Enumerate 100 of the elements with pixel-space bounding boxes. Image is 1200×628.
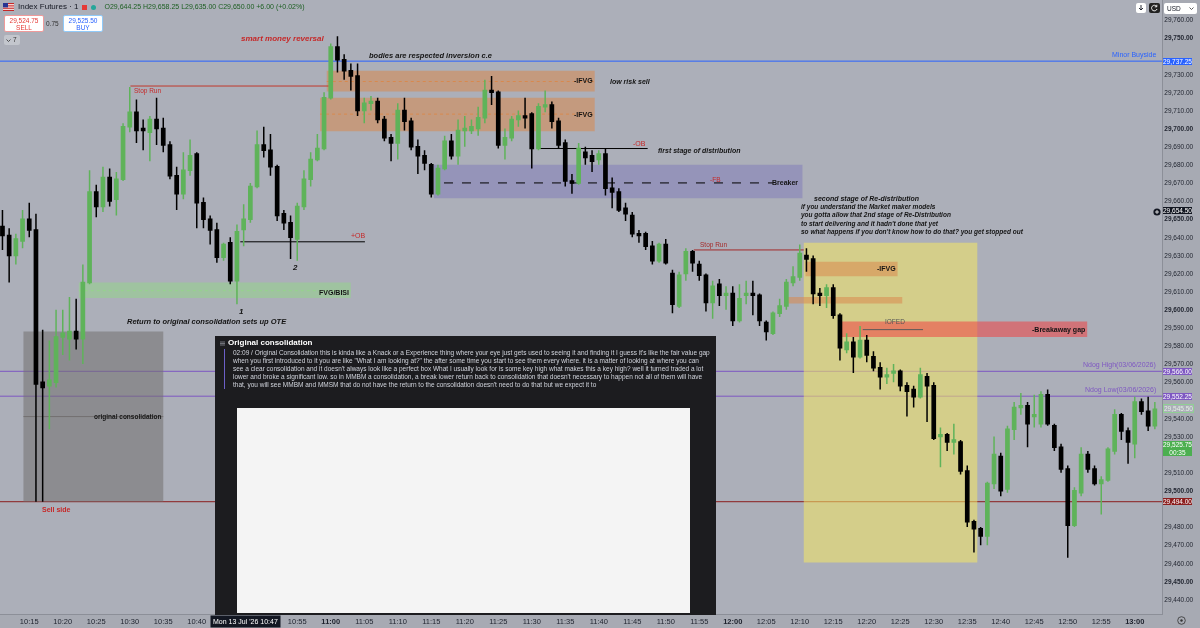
candlestick bbox=[107, 167, 112, 208]
candlestick bbox=[40, 328, 45, 503]
candlestick bbox=[489, 75, 494, 106]
candlestick bbox=[636, 229, 642, 244]
candlestick bbox=[1085, 450, 1091, 474]
candlestick bbox=[221, 241, 226, 262]
candlestick bbox=[683, 247, 689, 282]
annotation: 1 bbox=[239, 307, 244, 316]
candlestick bbox=[958, 439, 963, 476]
candlestick bbox=[629, 211, 635, 239]
candlestick bbox=[127, 86, 133, 133]
candlestick bbox=[998, 452, 1004, 498]
candlestick bbox=[408, 116, 414, 152]
candlestick bbox=[985, 481, 990, 546]
candlestick bbox=[830, 283, 836, 320]
candlestick bbox=[536, 102, 541, 152]
candlestick bbox=[904, 381, 910, 418]
candlestick bbox=[1078, 446, 1084, 498]
candlestick bbox=[1132, 395, 1138, 459]
candlestick bbox=[1145, 395, 1151, 432]
candlestick bbox=[596, 149, 602, 166]
candlestick bbox=[428, 162, 434, 199]
candlestick bbox=[328, 42, 334, 101]
candlestick bbox=[696, 260, 702, 282]
candlestick bbox=[207, 214, 213, 246]
candlestick bbox=[254, 129, 260, 190]
candlestick bbox=[1052, 423, 1057, 452]
candlestick bbox=[214, 222, 220, 264]
candlestick bbox=[757, 292, 762, 327]
candlestick bbox=[368, 95, 374, 112]
candlestick bbox=[382, 115, 387, 143]
candlestick bbox=[810, 254, 816, 306]
candlestick bbox=[13, 232, 19, 266]
candlestick bbox=[918, 366, 923, 400]
candlestick bbox=[991, 435, 997, 490]
candlestick bbox=[1011, 401, 1017, 441]
candlestick bbox=[388, 133, 394, 162]
candlestick bbox=[0, 209, 5, 251]
candlestick bbox=[623, 202, 628, 222]
candlestick bbox=[442, 135, 447, 171]
candlestick bbox=[1025, 401, 1030, 449]
candlestick bbox=[402, 97, 407, 132]
candlestick bbox=[1112, 408, 1117, 456]
candlestick bbox=[1045, 388, 1050, 427]
candlestick bbox=[301, 169, 307, 211]
candlestick bbox=[80, 263, 86, 365]
candlestick bbox=[857, 325, 863, 360]
candlestick bbox=[784, 278, 789, 311]
candlestick bbox=[47, 339, 52, 431]
candlestick bbox=[6, 227, 12, 284]
candlestick bbox=[710, 279, 715, 320]
candlestick bbox=[750, 279, 756, 316]
candlestick bbox=[509, 115, 514, 143]
candlestick bbox=[261, 126, 267, 159]
candlestick bbox=[877, 361, 883, 391]
candlestick bbox=[824, 283, 829, 309]
candlestick bbox=[730, 285, 736, 327]
candlestick bbox=[717, 278, 722, 307]
candlestick bbox=[871, 350, 876, 373]
candlestick bbox=[549, 100, 555, 130]
candlestick bbox=[462, 115, 468, 148]
candlestick bbox=[1031, 394, 1037, 429]
candlestick bbox=[274, 164, 280, 222]
candlestick bbox=[576, 142, 581, 186]
candlestick bbox=[663, 238, 669, 266]
candlestick bbox=[1092, 464, 1097, 487]
candlestick bbox=[1018, 392, 1024, 416]
candlestick bbox=[181, 151, 186, 200]
candlestick bbox=[234, 223, 240, 306]
candlestick bbox=[26, 202, 32, 239]
candlestick bbox=[495, 89, 501, 150]
candlestick bbox=[911, 385, 916, 409]
candlestick bbox=[87, 169, 92, 286]
candlestick bbox=[67, 296, 72, 362]
annotation: Original consolidation bbox=[228, 338, 313, 348]
candlestick bbox=[790, 265, 796, 287]
candlestick bbox=[348, 62, 354, 92]
candlestick bbox=[268, 133, 273, 177]
candlestick bbox=[1072, 486, 1077, 528]
candlestick bbox=[897, 368, 903, 392]
candlestick bbox=[650, 240, 655, 266]
candlestick bbox=[951, 423, 957, 456]
candlestick bbox=[1125, 426, 1131, 465]
candlestick bbox=[616, 187, 622, 213]
candlestick bbox=[516, 109, 521, 128]
candlestick bbox=[355, 62, 360, 117]
chart-title: Index Futures · 1 bbox=[18, 2, 79, 12]
candlestick bbox=[241, 203, 246, 248]
candlestick bbox=[93, 183, 99, 219]
candlestick bbox=[1098, 475, 1104, 516]
candlestick bbox=[1005, 424, 1010, 494]
candlestick bbox=[248, 182, 253, 224]
candlestick bbox=[884, 366, 890, 385]
candlestick bbox=[469, 118, 474, 135]
candlestick bbox=[844, 332, 849, 354]
candlestick bbox=[174, 165, 179, 211]
candlestick bbox=[315, 133, 320, 162]
candlestick bbox=[542, 89, 548, 114]
candlestick bbox=[20, 209, 25, 249]
candlestick bbox=[763, 319, 769, 342]
